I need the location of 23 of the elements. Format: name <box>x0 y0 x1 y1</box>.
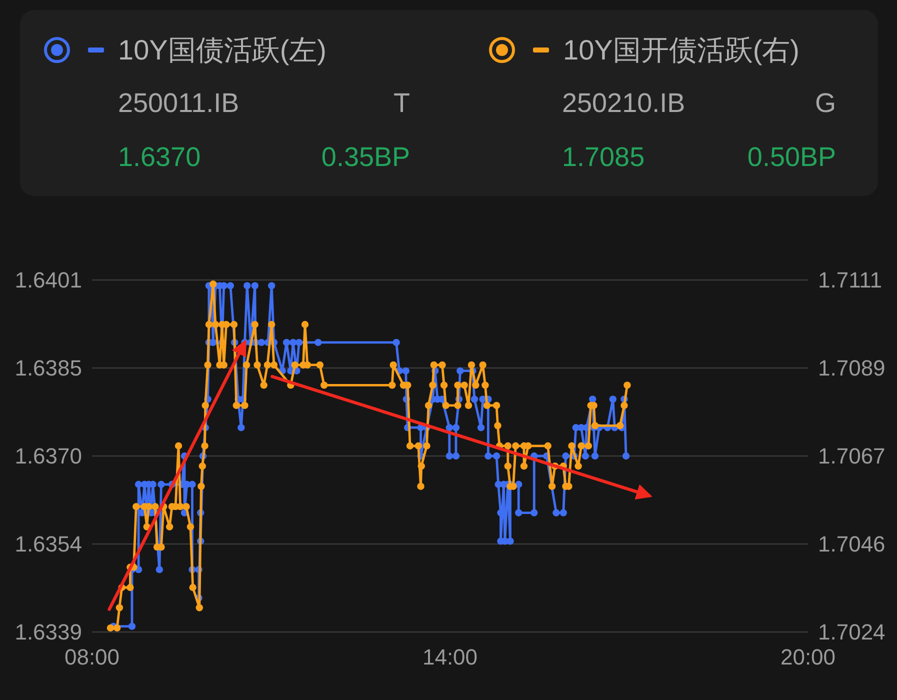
legend-label: 10Y国开债活跃(右) <box>563 34 800 66</box>
x-tick-label: 14:00 <box>422 644 478 670</box>
text: T <box>394 88 410 118</box>
x-tick-label: 20:00 <box>780 644 836 670</box>
text: 0.50BP <box>747 142 836 172</box>
y-tick-label: 1.6401 <box>14 268 82 292</box>
x-tick-label: 08:00 <box>64 644 120 670</box>
y-tick-label: 1.6339 <box>14 620 82 644</box>
y2-tick-label: 1.7046 <box>818 531 886 556</box>
text: 1.6370 <box>118 142 201 172</box>
text: G <box>814 88 836 118</box>
text: 250210.IB <box>562 88 686 118</box>
y2-tick-label: 1.7024 <box>818 620 886 644</box>
y-tick-label: 1.6354 <box>14 532 82 556</box>
text: 1.7085 <box>562 142 645 172</box>
text: 0.35BP <box>321 142 410 172</box>
y-tick-label: 1.6385 <box>14 356 82 380</box>
legend-label: 10Y国债活跃(左) <box>118 34 326 66</box>
y2-tick-label: 1.7111 <box>818 268 882 292</box>
text: 250011.IB <box>118 88 240 118</box>
y2-tick-label: 1.7089 <box>818 355 886 380</box>
y-tick-label: 1.6370 <box>14 444 82 468</box>
y2-tick-label: 1.7067 <box>818 444 886 468</box>
